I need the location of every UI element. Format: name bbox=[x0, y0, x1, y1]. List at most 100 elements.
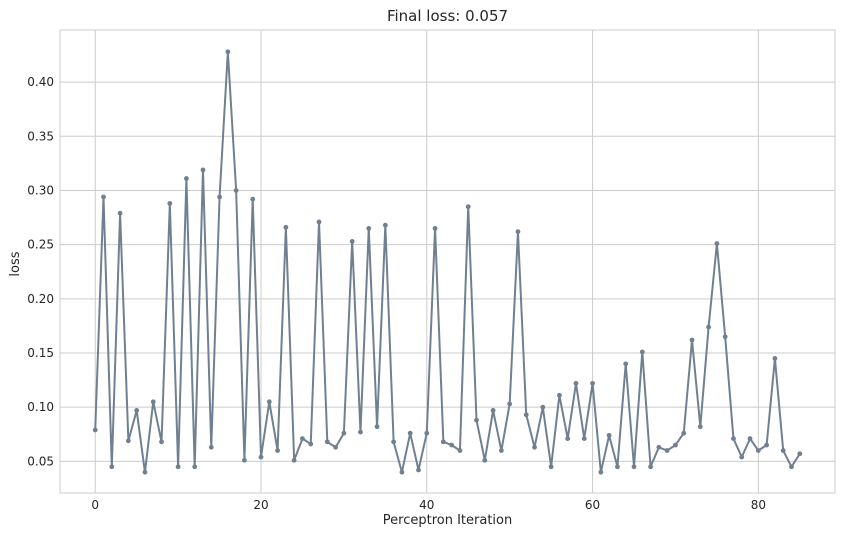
loss-point bbox=[366, 225, 372, 231]
y-tick-label: 0.20 bbox=[27, 292, 54, 306]
loss-point bbox=[540, 404, 546, 410]
loss-point bbox=[482, 457, 488, 463]
x-tick-label: 80 bbox=[751, 498, 766, 512]
x-tick-label: 40 bbox=[419, 498, 434, 512]
y-tick-label: 0.15 bbox=[27, 346, 54, 360]
loss-point bbox=[275, 448, 280, 453]
loss-point bbox=[416, 467, 421, 473]
loss-point bbox=[722, 334, 728, 340]
loss-point bbox=[225, 49, 231, 55]
loss-point bbox=[440, 439, 446, 445]
loss-point bbox=[391, 439, 397, 445]
loss-point bbox=[432, 225, 438, 231]
loss-point bbox=[250, 196, 256, 202]
loss-point bbox=[150, 399, 156, 405]
loss-point bbox=[349, 239, 355, 244]
loss-point bbox=[623, 361, 629, 367]
loss-point bbox=[341, 430, 347, 436]
loss-point bbox=[731, 436, 736, 442]
loss-point bbox=[507, 401, 513, 407]
loss-point bbox=[308, 441, 314, 447]
loss-point bbox=[291, 457, 297, 463]
loss-point bbox=[258, 454, 264, 460]
loss-point bbox=[689, 337, 695, 343]
loss-point bbox=[192, 464, 198, 470]
loss-point bbox=[532, 444, 537, 450]
loss-point bbox=[300, 436, 305, 442]
y-axis-label: loss bbox=[8, 251, 23, 276]
loss-point bbox=[639, 349, 645, 355]
loss-point bbox=[697, 424, 703, 430]
y-tick-label: 0.35 bbox=[27, 129, 54, 143]
loss-point bbox=[548, 464, 554, 470]
loss-point bbox=[747, 436, 753, 442]
loss-point bbox=[606, 432, 612, 438]
loss-point bbox=[780, 448, 786, 453]
loss-point bbox=[556, 392, 562, 398]
loss-point bbox=[333, 444, 339, 450]
loss-point bbox=[590, 380, 595, 386]
loss-point bbox=[772, 356, 778, 361]
loss-point bbox=[681, 430, 687, 436]
loss-point bbox=[474, 417, 479, 423]
x-tick-label: 20 bbox=[253, 498, 268, 512]
loss-point bbox=[109, 464, 115, 470]
loss-point bbox=[615, 464, 620, 470]
chart-title: Final loss: 0.057 bbox=[387, 7, 508, 25]
loss-point bbox=[573, 380, 579, 386]
loss-point bbox=[358, 429, 363, 435]
loss-point bbox=[565, 436, 571, 442]
plot-frame bbox=[59, 29, 836, 494]
x-tick-label: 60 bbox=[585, 498, 600, 512]
loss-point bbox=[175, 464, 181, 470]
loss-point bbox=[283, 224, 289, 230]
loss-point bbox=[316, 219, 322, 225]
y-tick-label: 0.05 bbox=[27, 454, 54, 468]
loss-point bbox=[457, 448, 463, 453]
loss-point bbox=[706, 324, 711, 330]
loss-point bbox=[125, 438, 131, 444]
y-tick-label: 0.10 bbox=[27, 400, 54, 414]
loss-line bbox=[94, 50, 801, 474]
loss-point bbox=[101, 194, 106, 200]
series-layer bbox=[92, 49, 803, 475]
loss-point bbox=[739, 454, 745, 460]
loss-point bbox=[399, 469, 405, 475]
loss-point bbox=[789, 464, 794, 470]
loss-point bbox=[92, 427, 98, 433]
loss-point bbox=[797, 451, 803, 457]
loss-point bbox=[631, 464, 637, 470]
tick-label-layer: 0 20 40 60 80 0.05 0.10 0.15 0.20 0.25 0.30 0.35 0.4… bbox=[27, 75, 766, 512]
loss-point bbox=[755, 448, 761, 453]
loss-point bbox=[266, 399, 272, 405]
loss-point bbox=[523, 412, 529, 418]
y-tick-label: 0.40 bbox=[27, 75, 54, 89]
loss-point bbox=[200, 167, 206, 173]
loss-point bbox=[184, 176, 189, 181]
loss-point bbox=[208, 444, 214, 450]
grid-layer bbox=[60, 30, 835, 493]
x-axis-label: Perceptron Iteration bbox=[383, 513, 512, 528]
loss-point bbox=[598, 469, 604, 475]
loss-point bbox=[217, 194, 222, 200]
loss-point bbox=[764, 442, 770, 448]
y-tick-label: 0.25 bbox=[27, 238, 54, 252]
loss-point bbox=[382, 222, 388, 228]
loss-point bbox=[449, 442, 455, 448]
loss-point bbox=[242, 457, 247, 463]
loss-point bbox=[515, 229, 521, 235]
loss-point bbox=[159, 439, 164, 445]
loss-point bbox=[656, 444, 662, 450]
loss-point bbox=[664, 448, 670, 453]
y-tick-label: 0.30 bbox=[27, 183, 54, 197]
loss-point bbox=[465, 204, 471, 210]
loss-point bbox=[134, 408, 140, 413]
loss-point bbox=[581, 436, 587, 442]
loss-point bbox=[167, 201, 173, 206]
loss-point bbox=[407, 430, 413, 436]
loss-point bbox=[324, 439, 330, 445]
x-tick-label: 0 bbox=[91, 498, 99, 512]
loss-point bbox=[498, 448, 504, 453]
